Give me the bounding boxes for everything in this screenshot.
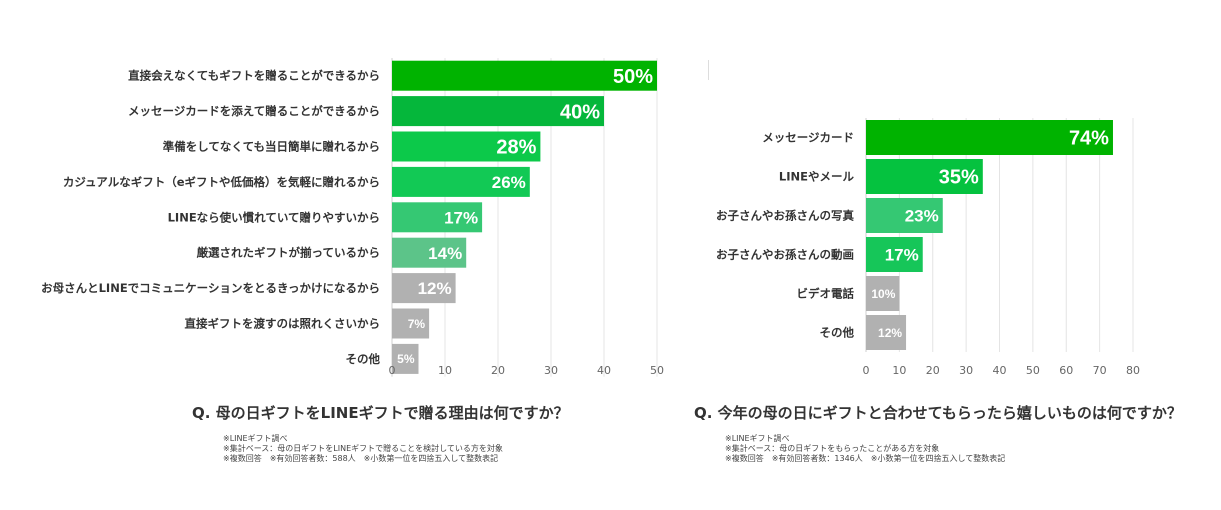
tick-label: 40 [597, 364, 611, 377]
category-label: 厳選されたギフトが揃っているから [197, 246, 380, 260]
category-label: その他 [820, 326, 855, 340]
data-label: 7% [408, 317, 426, 331]
tick-label: 0 [863, 364, 870, 377]
note-line: ※集計ベース：母の日ギフトをもらったことがある方を対象 [725, 444, 940, 453]
tick-label: 30 [959, 364, 973, 377]
bar [866, 276, 900, 311]
tick-label: 50 [650, 364, 664, 377]
bar [866, 120, 1113, 155]
tick-label: 60 [1059, 364, 1073, 377]
category-label: カジュアルなギフト（eギフトや低価格）を気軽に贈れるから [63, 175, 380, 189]
category-label: 直接会えなくてもギフトを贈ることができるから [128, 69, 380, 83]
bar [392, 343, 419, 374]
category-label: 直接ギフトを渡すのは照れくさいから [185, 317, 381, 331]
tick-label: 70 [1093, 364, 1107, 377]
bar [392, 60, 657, 91]
bar [392, 202, 483, 233]
category-label: メッセージカード [762, 131, 854, 145]
tick-label: 50 [1026, 364, 1040, 377]
category-label: ビデオ電話 [797, 287, 855, 301]
bar [866, 198, 943, 233]
note-line: ※LINEギフト調べ [223, 434, 288, 443]
bar [866, 315, 907, 350]
tick-label: 0 [389, 364, 396, 377]
chart-right-title: Q. 今年の母の日にギフトと合わせてもらったら嬉しいものは何ですか？ [694, 404, 1182, 422]
data-label: 74% [1069, 128, 1109, 150]
category-label: LINEやメール [779, 170, 855, 184]
data-label: 12% [418, 279, 452, 298]
data-label: 35% [939, 167, 979, 189]
bar [392, 96, 604, 127]
category-label: LINEなら使い慣れていて贈りやすいから [168, 210, 380, 224]
bar [866, 159, 983, 194]
divider [708, 60, 709, 80]
data-label: 28% [496, 137, 536, 159]
category-label: お子さんやお孫さんの写真 [716, 209, 854, 223]
data-label: 5% [397, 352, 415, 366]
data-label: 26% [492, 173, 526, 192]
category-label: 準備をしてなくても当日簡単に贈れるから [163, 140, 380, 154]
tick-label: 30 [544, 364, 558, 377]
note-line: ※LINEギフト調べ [725, 434, 790, 443]
data-label: 12% [878, 326, 902, 340]
tick-label: 10 [892, 364, 906, 377]
chart-right-notes: ※LINEギフト調べ ※集計ベース：母の日ギフトをもらったことがある方を対象 ※… [725, 434, 1005, 464]
bar [392, 237, 467, 268]
category-label: メッセージカードを添えて贈ることができるから [128, 104, 380, 118]
bar [392, 166, 530, 197]
tick-label: 20 [926, 364, 940, 377]
note-line: ※複数回答 ※有効回答者数：1346人 ※小数第一位を四捨五入して整数表記 [725, 454, 1006, 463]
data-label: 23% [905, 207, 939, 226]
chart-left-title: Q. 母の日ギフトをLINEギフトで贈る理由は何ですか？ [192, 404, 569, 422]
bar [866, 237, 923, 272]
tick-label: 10 [438, 364, 452, 377]
bar [392, 273, 456, 304]
tick-label: 40 [993, 364, 1007, 377]
data-label: 17% [444, 208, 478, 227]
data-label: 10% [871, 287, 895, 301]
category-label: お子さんやお孫さんの動画 [716, 248, 854, 262]
data-label: 50% [613, 66, 653, 88]
data-label: 40% [560, 101, 600, 123]
note-line: ※集計ベース：母の日ギフトをLINEギフトで贈ることを検討している方を対象 [223, 444, 503, 453]
bar [392, 131, 541, 162]
category-label: その他 [346, 352, 381, 366]
note-line: ※複数回答 ※有効回答者数：588人 ※小数第一位を四捨五入して整数表記 [223, 454, 499, 463]
bar [392, 308, 430, 339]
data-label: 14% [428, 244, 462, 263]
data-label: 17% [885, 246, 919, 265]
tick-label: 20 [491, 364, 505, 377]
chart-left-notes: ※LINEギフト調べ ※集計ベース：母の日ギフトをLINEギフトで贈ることを検討… [223, 434, 503, 464]
category-label: お母さんとLINEでコミュニケーションをとるきっかけになるから [41, 281, 380, 295]
tick-label: 80 [1126, 364, 1140, 377]
